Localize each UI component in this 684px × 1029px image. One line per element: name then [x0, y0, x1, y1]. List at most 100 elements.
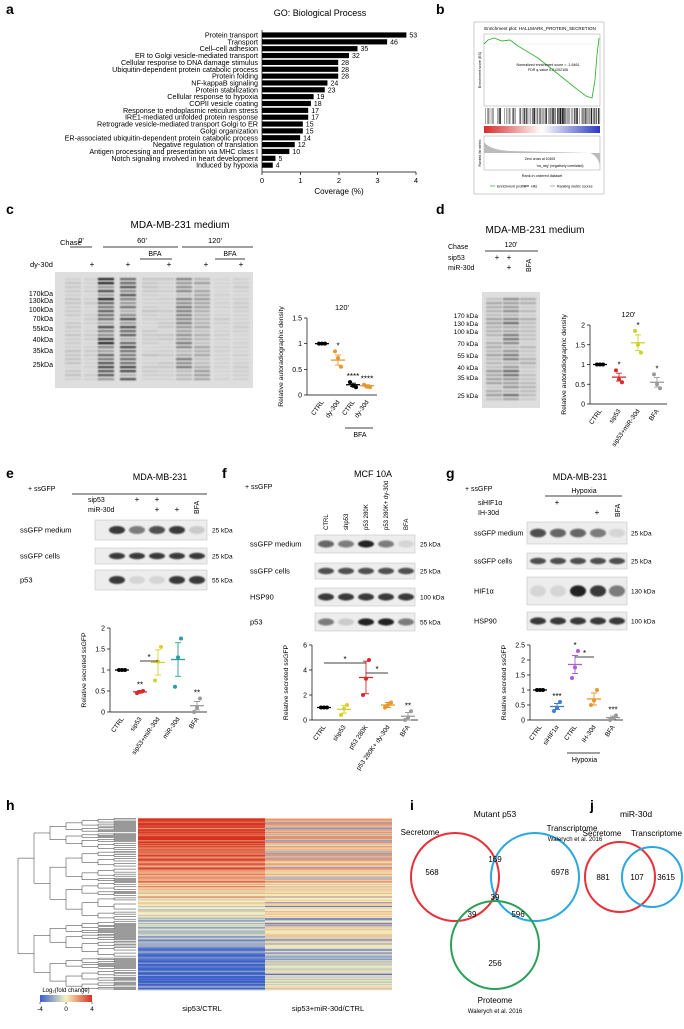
- gel-band: [503, 314, 519, 317]
- chase-time: 60': [137, 236, 147, 245]
- blot-label: BFA: [223, 251, 237, 258]
- gel-band: [520, 390, 536, 393]
- heatmap-cell: [138, 851, 265, 853]
- gel-band: [65, 342, 81, 345]
- gel-band: [520, 322, 536, 325]
- gel-band: [503, 298, 519, 301]
- bar: [262, 32, 407, 38]
- blot-label: Hypoxia: [571, 488, 596, 495]
- heatmap-cell: [138, 875, 265, 877]
- gel-band: [176, 378, 192, 381]
- category-label: Transport: [228, 37, 259, 46]
- dendrogram-branch: [49, 928, 66, 943]
- set-name: Secretome: [401, 828, 440, 837]
- significance: *: [583, 649, 586, 658]
- y-tick-label: 0.5: [575, 382, 585, 389]
- count-label: 46: [390, 39, 398, 46]
- heatmap-cell: [265, 901, 392, 904]
- gel-band: [214, 366, 230, 369]
- venn-circle: [584, 841, 656, 913]
- heatmap-cell: [138, 985, 265, 988]
- kda-label: 100 kDa: [420, 595, 445, 602]
- gel-band: [84, 290, 100, 293]
- gel-band: [233, 358, 249, 361]
- heatmap-cell: [265, 983, 392, 986]
- dendrogram-branch: [113, 977, 136, 979]
- heatmap-cell: [138, 860, 265, 862]
- gel-band: [65, 290, 81, 293]
- gel-band: [176, 322, 192, 325]
- heatmap-cell: [265, 843, 392, 845]
- dendrogram-branch: [97, 982, 114, 986]
- gel-band: [233, 298, 249, 301]
- legend-label: Ranking metric scores: [557, 184, 593, 188]
- x-tick-label: 1: [298, 176, 302, 185]
- gel-band: [84, 286, 100, 289]
- dendrogram-branch: [113, 984, 136, 987]
- gel-band: [84, 306, 100, 309]
- category-label: ER-associated ubiquitin-dependent protei…: [65, 133, 259, 142]
- dendrogram-branch: [33, 935, 50, 973]
- gel-band: [176, 318, 192, 321]
- heatmap-cell: [138, 984, 265, 987]
- dendrogram-branch: [113, 903, 136, 910]
- heatmap-cell: [138, 876, 265, 878]
- gel-band: [98, 298, 114, 301]
- y-tick-label: 1.5: [292, 316, 302, 323]
- gel-band: [214, 290, 230, 292]
- gel-band: [486, 374, 502, 377]
- set-name: Proteome: [478, 996, 513, 1005]
- gel-band: [158, 286, 174, 289]
- category-label: Antigen processing and presentation via …: [89, 147, 258, 156]
- heatmap-cell: [265, 867, 392, 869]
- gel-band: [120, 286, 136, 289]
- gel-band: [194, 354, 210, 357]
- data-point: [159, 644, 163, 649]
- gel-band: [214, 286, 230, 289]
- count-label: 12: [298, 142, 306, 149]
- count-label: 17: [311, 108, 319, 115]
- heatmap-cell: [138, 964, 265, 967]
- heatmap-cell: [138, 834, 265, 836]
- heatmap-cell: [138, 871, 265, 873]
- data-point: [633, 328, 637, 333]
- gel-band: [65, 294, 81, 297]
- gel-band: [194, 350, 210, 353]
- blot-band: [189, 526, 205, 534]
- y-tick-label: 6: [303, 643, 307, 650]
- gel-band: [158, 330, 174, 333]
- heatmap-cell: [265, 933, 392, 935]
- x-tick-label: miR-30d: [162, 716, 182, 740]
- heatmap-cell: [265, 841, 392, 843]
- gel-band: [503, 310, 519, 313]
- heatmap-cell: [138, 855, 265, 857]
- gel-band: [233, 278, 249, 281]
- column-label: p53 280K: [364, 504, 370, 530]
- gel-band: [486, 318, 502, 321]
- heatmap-cell: [265, 880, 392, 883]
- heatmap-cell: [265, 918, 392, 920]
- heatmap-cell: [138, 839, 265, 841]
- gel-band: [194, 290, 210, 293]
- significance: *: [573, 641, 576, 650]
- dendrogram-branch: [113, 938, 136, 941]
- heatmap-cell: [138, 924, 265, 926]
- gel-band: [84, 350, 100, 353]
- dendrogram-branch: [113, 873, 136, 877]
- heatmap-cell: [138, 874, 265, 876]
- x-tick-label: CTRL: [528, 724, 544, 742]
- gel-band: [520, 354, 536, 357]
- data-point: [576, 649, 580, 653]
- dendrogram-branch: [81, 934, 98, 939]
- heatmap-cell: [138, 925, 265, 927]
- heatmap-cell: [265, 894, 392, 897]
- blot-row-label: ssGFP cells: [20, 552, 60, 561]
- data-point: [595, 688, 599, 692]
- gel-band: [120, 338, 136, 341]
- dendrogram-branch: [81, 972, 98, 980]
- data-point: [639, 350, 643, 355]
- heatmap-cell: [138, 822, 265, 824]
- category-label: Protein stabilization: [196, 85, 258, 94]
- gel-band: [176, 354, 192, 357]
- heatmap-cell: [265, 945, 392, 947]
